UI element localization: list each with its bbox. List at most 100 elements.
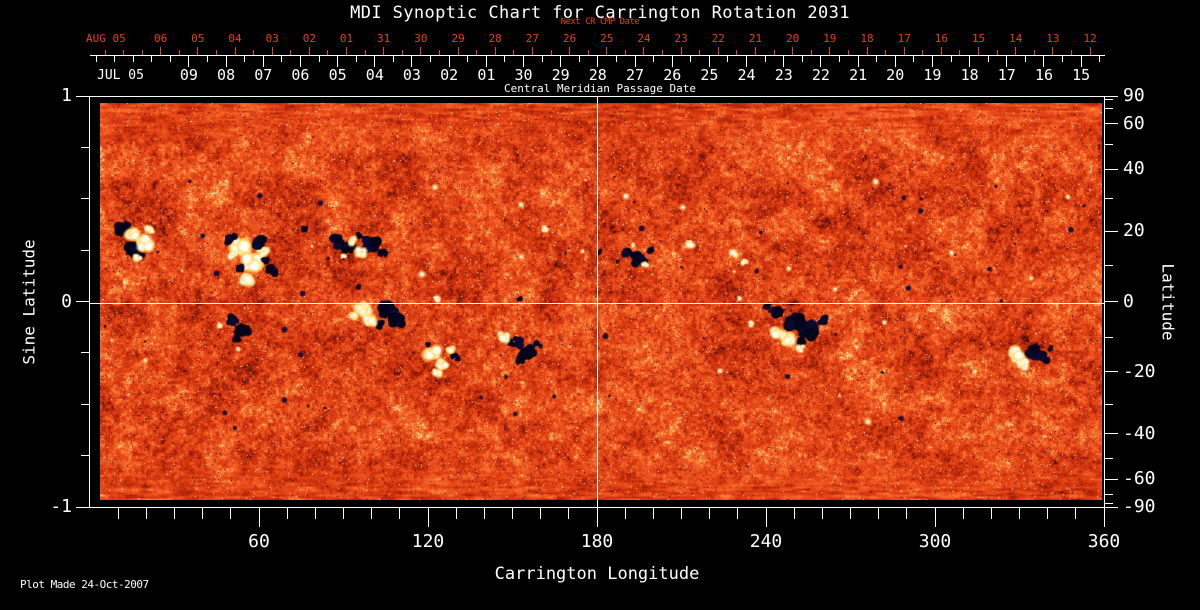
next-cr-minor-tick <box>104 50 106 55</box>
next-cr-minor-tick <box>513 50 515 55</box>
cmp-minor-tick <box>206 56 208 62</box>
cmp-day-label: 19 <box>923 66 942 84</box>
next-cr-minor-tick <box>215 50 217 55</box>
next-cr-major-tick <box>569 47 571 55</box>
cmp-minor-tick <box>876 56 878 62</box>
next-cr-major-tick <box>234 47 236 55</box>
longitude-minor-tick <box>540 508 542 519</box>
longitude-minor-tick <box>145 508 147 519</box>
cmp-minor-tick <box>653 56 655 62</box>
longitude-minor-tick <box>962 508 964 519</box>
cmp-day-label: 07 <box>254 66 273 84</box>
sine-latitude-label: -1 <box>50 496 72 517</box>
cmp-day-label: 02 <box>440 66 459 84</box>
sine-latitude-minor-tick <box>81 249 89 251</box>
cmp-major-tick <box>820 56 822 67</box>
latitude-major-tick <box>1105 301 1118 302</box>
sine-latitude-major-tick <box>76 95 89 97</box>
next-cr-minor-tick <box>810 50 812 55</box>
cmp-major-tick <box>262 56 264 67</box>
latitude-major-tick <box>1105 230 1118 232</box>
longitude-minor-tick <box>117 508 119 519</box>
longitude-minor-tick <box>512 508 513 519</box>
cmp-minor-tick <box>1099 56 1101 62</box>
cmp-day-label: 05 <box>328 66 347 84</box>
sine-latitude-minor-tick <box>81 146 89 148</box>
next-cr-day-label: 31 <box>377 32 391 45</box>
latitude-major-tick <box>1105 168 1118 170</box>
next-cr-major-tick <box>160 47 162 55</box>
cmp-minor-tick <box>151 56 153 62</box>
next-cr-day-label: 22 <box>711 32 725 45</box>
longitude-minor-tick <box>230 508 232 519</box>
cmp-major-tick <box>931 56 933 67</box>
longitude-label: 60 <box>248 531 270 552</box>
sine-latitude-minor-tick <box>81 198 89 200</box>
cmp-day-label: 30 <box>514 66 533 84</box>
cmp-minor-tick <box>690 56 692 62</box>
next-cr-major-tick <box>457 47 459 55</box>
cmp-minor-tick <box>95 56 97 62</box>
next-cr-major-tick <box>606 47 608 55</box>
next-cr-day-label: 28 <box>488 32 502 45</box>
longitude-minor-tick <box>624 508 626 519</box>
longitude-label: 180 <box>580 531 614 552</box>
next-cr-day-label: 02 <box>302 32 316 45</box>
next-cr-day-label: 05 <box>191 32 205 45</box>
cmp-minor-tick <box>318 56 320 62</box>
cmp-minor-tick <box>615 56 617 62</box>
longitude-minor-tick <box>990 508 992 519</box>
next-cr-major-tick <box>308 47 310 55</box>
latitude-major-tick <box>1105 433 1118 435</box>
next-cr-day-label: 29 <box>451 32 465 45</box>
latitude-minor-tick <box>1105 98 1113 100</box>
latitude-label: 20 <box>1123 220 1145 242</box>
longitude-minor-tick <box>343 508 344 519</box>
longitude-minor-tick <box>1019 508 1020 519</box>
next-cr-major-tick <box>643 47 645 55</box>
next-cr-day-label: 24 <box>637 32 651 45</box>
cmp-day-label: 01 <box>477 66 496 84</box>
cmp-day-label: 16 <box>1034 66 1053 84</box>
cmp-minor-tick <box>430 56 432 62</box>
cmp-day-label: 15 <box>1072 66 1091 84</box>
next-cr-major-tick <box>346 47 348 55</box>
cmp-day-label: 23 <box>774 66 793 84</box>
next-cr-day-label: 30 <box>414 32 428 45</box>
next-cr-minor-tick <box>364 50 366 55</box>
longitude-minor-tick <box>371 508 373 519</box>
next-cr-major-tick <box>1052 47 1054 55</box>
longitude-minor-tick <box>568 508 570 519</box>
next-cr-day-label: 21 <box>748 32 763 45</box>
cmp-major-tick <box>783 56 785 67</box>
latitude-label: 40 <box>1123 158 1145 180</box>
cmp-day-label: 06 <box>291 66 310 84</box>
next-cr-day-label: 15 <box>971 32 986 45</box>
longitude-minor-tick <box>286 508 288 519</box>
next-cr-day-label: 13 <box>1046 32 1060 45</box>
next-cr-minor-tick <box>290 50 292 55</box>
latitude-minor-tick <box>1105 458 1113 460</box>
next-cr-minor-tick <box>996 50 998 55</box>
latitude-major-tick <box>1105 123 1118 125</box>
cmp-day-label: 26 <box>663 66 682 84</box>
cmp-major-tick <box>634 56 636 67</box>
latitude-label: -20 <box>1123 360 1156 382</box>
longitude-major-tick <box>427 508 429 527</box>
cmp-major-tick <box>448 56 450 67</box>
longitude-minor-tick <box>314 508 316 519</box>
next-cr-major-tick <box>792 47 794 55</box>
cmp-minor-tick <box>281 56 283 62</box>
cmp-minor-tick <box>541 56 543 62</box>
next-cr-minor-tick <box>847 50 849 55</box>
cmp-minor-tick <box>169 56 171 62</box>
sine-latitude-label: 0 <box>61 290 72 312</box>
longitude-major-tick <box>1103 508 1105 527</box>
latitude-minor-tick <box>1105 403 1113 405</box>
cmp-day-label: 20 <box>886 66 905 84</box>
cmp-minor-tick <box>504 56 506 62</box>
cmp-major-tick <box>708 56 710 67</box>
cmp-minor-tick <box>355 56 357 62</box>
latitude-label: 90 <box>1123 85 1145 106</box>
plot-made-date: Plot Made 24-Oct-2007 <box>20 578 149 591</box>
